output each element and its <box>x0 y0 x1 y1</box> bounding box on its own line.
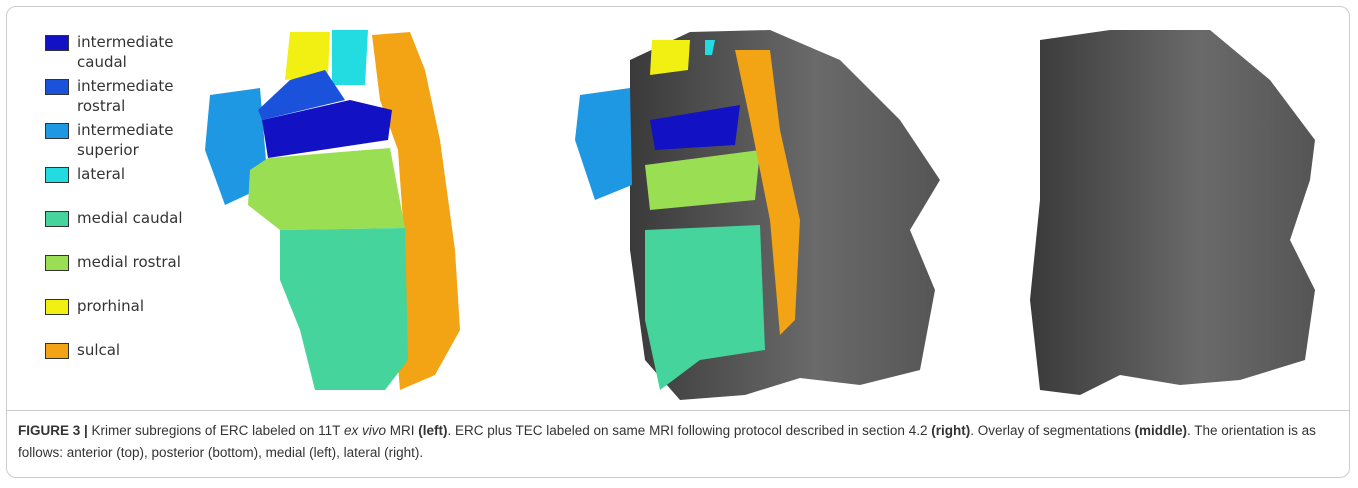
legend-label: sulcal <box>77 340 217 360</box>
page: intermediate caudalintermediate rostrali… <box>0 0 1358 488</box>
legend-item: intermediate caudal <box>45 32 217 76</box>
legend-swatch <box>45 35 69 51</box>
legend-item: intermediate rostral <box>45 76 217 120</box>
middle-panel <box>575 30 940 400</box>
legend-swatch <box>45 299 69 315</box>
caption-text: (left) <box>418 423 447 438</box>
legend-label: medial rostral <box>77 252 217 272</box>
legend-label: lateral <box>77 164 217 184</box>
legend-label: prorhinal <box>77 296 217 316</box>
legend-swatch <box>45 123 69 139</box>
legend-label: medial caudal <box>77 208 217 228</box>
caption-text: Krimer subregions of ERC labeled on 11T <box>88 423 344 438</box>
caption-text: (right) <box>931 423 970 438</box>
legend-item: intermediate superior <box>45 120 217 164</box>
caption-text: MRI <box>386 423 418 438</box>
legend-swatch <box>45 343 69 359</box>
legend-swatch <box>45 211 69 227</box>
legend-item: prorhinal <box>45 296 217 340</box>
figure-caption: FIGURE 3 | Krimer subregions of ERC labe… <box>18 420 1338 464</box>
caption-text: FIGURE 3 | <box>18 423 88 438</box>
legend-item: medial caudal <box>45 208 217 252</box>
legend-swatch <box>45 167 69 183</box>
legend-label: intermediate superior <box>77 120 217 160</box>
legend-label: intermediate caudal <box>77 32 217 72</box>
left-panel <box>205 30 460 390</box>
legend-item: sulcal <box>45 340 217 384</box>
caption-text: ex vivo <box>344 423 386 438</box>
legend-label: intermediate rostral <box>77 76 217 116</box>
caption-text: . Overlay of segmentations <box>970 423 1134 438</box>
legend-swatch <box>45 79 69 95</box>
right-panel <box>1030 30 1315 395</box>
caption-text: . ERC plus TEC labeled on same MRI follo… <box>447 423 931 438</box>
legend-item: medial rostral <box>45 252 217 296</box>
caption-text: (middle) <box>1135 423 1188 438</box>
legend-swatch <box>45 255 69 271</box>
legend-item: lateral <box>45 164 217 208</box>
separator <box>6 410 1350 411</box>
